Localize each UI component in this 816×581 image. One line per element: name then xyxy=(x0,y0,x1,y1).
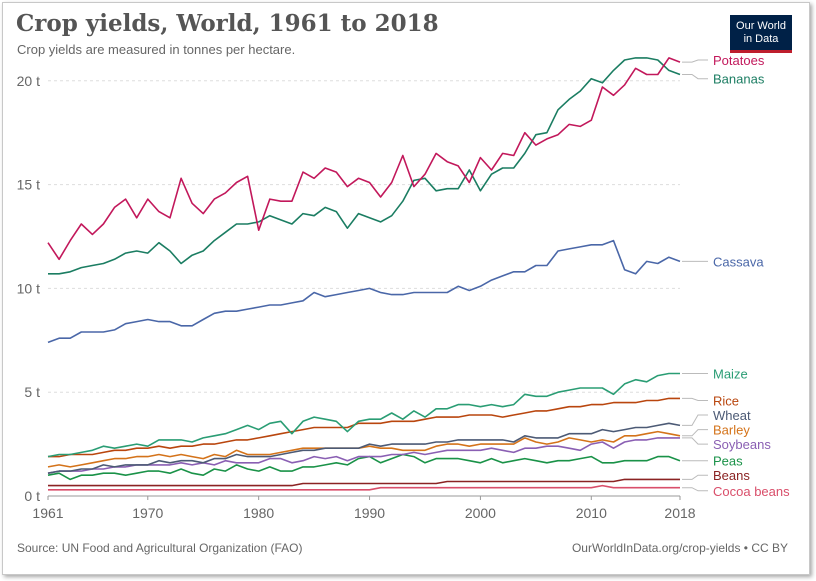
series-line-bananas xyxy=(48,57,681,275)
logo-line-1: Our World xyxy=(736,19,786,32)
x-tick-label: 2010 xyxy=(576,505,607,521)
series-line-soybeans xyxy=(47,437,680,474)
y-tick-label: 10 t xyxy=(17,280,40,296)
series-label-soybeans: Soybeans xyxy=(713,437,771,452)
y-tick-label: 5 t xyxy=(24,384,40,400)
series-line-cocoa-beans xyxy=(48,484,680,491)
label-connector-cocoa-beans xyxy=(682,487,708,492)
x-tick-label: 1970 xyxy=(132,505,163,521)
x-tick-label: 1980 xyxy=(243,505,274,521)
series-line-beans xyxy=(48,478,680,487)
series-label-rice: Rice xyxy=(713,393,739,408)
owid-logo[interactable]: Our World in Data xyxy=(730,15,792,53)
series-label-peas: Peas xyxy=(713,454,743,469)
series-label-beans: Beans xyxy=(713,468,750,483)
label-connector-potatoes xyxy=(682,59,708,63)
label-connector-rice xyxy=(682,397,708,401)
series-line-rice xyxy=(48,397,680,458)
series-label-cocoa-beans: Cocoa beans xyxy=(713,484,790,499)
label-connector-barley xyxy=(682,429,708,437)
series-line-peas xyxy=(47,453,681,481)
source-note: Source: UN Food and Agricultural Organiz… xyxy=(17,541,303,555)
label-connector-wheat xyxy=(682,414,708,426)
y-tick-label: 0 t xyxy=(24,488,40,504)
series-line-maize xyxy=(47,372,680,458)
series-label-cassava: Cassava xyxy=(713,254,764,269)
label-connector-beans xyxy=(682,474,708,480)
y-tick-label: 20 t xyxy=(17,73,40,89)
x-tick-label: 2000 xyxy=(465,505,496,521)
series-label-bananas: Bananas xyxy=(713,72,765,87)
series-line-cassava xyxy=(47,239,681,344)
series-line-wheat xyxy=(47,422,681,474)
series-line-barley xyxy=(47,430,681,468)
series-label-maize: Maize xyxy=(713,367,748,382)
x-tick-label: 1990 xyxy=(354,505,385,521)
series-label-wheat: Wheat xyxy=(713,408,751,423)
chart-title: Crop yields, World, 1961 to 2018 xyxy=(16,10,439,37)
series-label-potatoes: Potatoes xyxy=(713,53,765,68)
label-connector-bananas xyxy=(682,74,708,80)
series-line-potatoes xyxy=(47,57,681,261)
logo-line-2: in Data xyxy=(743,32,779,45)
label-connector-soybeans xyxy=(682,437,708,445)
x-tick-label: 1961 xyxy=(32,505,63,521)
chart-subtitle: Crop yields are measured in tonnes per h… xyxy=(17,42,296,57)
series-label-barley: Barley xyxy=(713,423,750,438)
x-tick-label: 2018 xyxy=(664,505,695,521)
source-url-link[interactable]: OurWorldInData.org/crop-yields • CC BY xyxy=(571,541,788,555)
y-tick-label: 15 t xyxy=(17,177,40,193)
